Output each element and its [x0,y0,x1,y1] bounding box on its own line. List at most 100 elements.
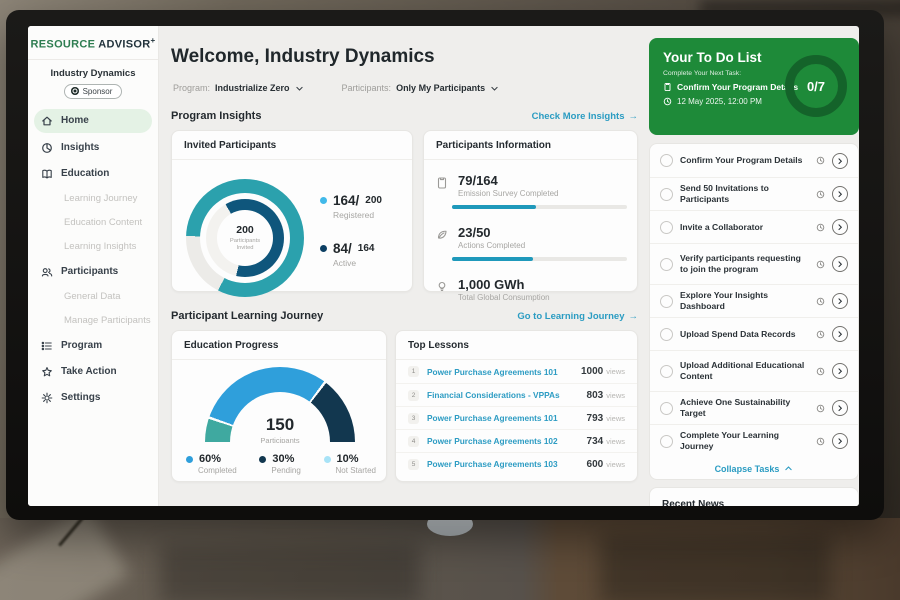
task-chevron-button[interactable] [832,363,848,379]
participants-value: Only My Participants [396,83,486,93]
participants-information-title: Participants Information [424,131,637,160]
clock-icon [816,156,825,165]
sidebar-item-home[interactable]: Home [34,108,152,133]
chevron-right-icon [838,368,843,375]
sidebar-item-education[interactable]: Education [28,161,158,187]
invited-participants-donut: 200 Participants Invited [186,179,304,297]
sidebar: RESOURCE ADVISOR+ Industry Dynamics Spon… [28,26,159,506]
chevron-right-icon [838,298,843,305]
sidebar-item-general-data[interactable]: General Data [64,291,121,303]
task-chevron-button[interactable] [832,256,848,272]
arrow-right-icon: → [628,310,639,322]
todo-summary-card: Your To Do List Complete Your Next Task:… [649,38,859,135]
metric-emission-survey: 79/164 Emission Survey Completed [436,173,627,209]
collapse-tasks-link[interactable]: Collapse Tasks [650,457,858,479]
task-chevron-button[interactable] [832,326,848,342]
lesson-row: 1 Power Purchase Agreements 101 1000 views [396,360,637,383]
participants-dropdown[interactable]: Participants: Only My Participants [342,83,500,93]
task-checkbox[interactable] [660,187,673,201]
sidebar-item-manage-participants[interactable]: Manage Participants [64,315,151,327]
completed-dot [186,455,193,463]
task-chevron-button[interactable] [832,433,848,449]
sidebar-item-take-action[interactable]: Take Action [28,359,158,385]
legend-not-started: 10% Not Started [323,453,376,475]
desk-shadow-left [160,545,420,600]
invited-participants-card: Invited Participants 200 Participants In… [171,130,413,297]
gauge-legend: 60% Completed 30% Pending 10% Not Starte… [186,453,376,475]
home-icon [42,116,52,126]
monitor-bezel: RESOURCE ADVISOR+ Industry Dynamics Spon… [6,10,884,520]
task-checkbox[interactable] [660,257,673,271]
progress-track [452,257,627,261]
registered-dot [320,197,327,204]
education-progress-title: Education Progress [172,331,386,360]
go-to-learning-journey-link[interactable]: Go to Learning Journey → [517,310,639,322]
task-chevron-button[interactable] [832,152,848,169]
sidebar-item-participants[interactable]: Participants [28,259,158,285]
task-checkbox[interactable] [660,434,673,448]
recent-news-card: Recent News [649,487,859,506]
sidebar-item-insights[interactable]: Insights [28,135,158,161]
task-chevron-button[interactable] [832,186,848,202]
chevron-right-icon [838,261,843,268]
lesson-link[interactable]: Power Purchase Agreements 101 [427,366,558,377]
lesson-link[interactable]: Power Purchase Agreements 103 [427,459,558,469]
survey-icon [437,177,447,189]
task-chevron-button[interactable] [832,293,848,309]
sidebar-item-settings[interactable]: Settings [28,385,158,411]
metric-progress-fill [452,205,536,209]
legend-completed: 60% Completed [186,453,237,475]
clock-icon [816,367,825,375]
task-row: Verify participants requesting to join t… [650,243,858,284]
task-checkbox[interactable] [660,327,673,341]
check-more-insights-link[interactable]: Check More Insights → [531,110,638,122]
participants-information-card: Participants Information 79/164 Emission… [423,130,638,302]
program-list-icon [41,341,52,350]
donut-center-label: Participants Invited [229,237,261,251]
sidebar-item-learning-insights[interactable]: Learning Insights [64,241,137,253]
chevron-down-icon [295,86,303,91]
gauge-center-value: 150 [265,415,295,434]
program-dropdown[interactable]: Program: Industrialize Zero [173,83,304,93]
top-lessons-list: 1 Power Purchase Agreements 101 1000 views … [396,360,637,475]
clock-icon [816,297,825,305]
task-checkbox[interactable] [660,154,673,167]
lesson-row: 2 Financial Considerations - VPPAs 803 view… [396,383,637,406]
chevron-down-icon [491,86,498,91]
participants-icon [41,267,53,277]
sidebar-item-learning-journey[interactable]: Learning Journey [64,193,138,205]
clipboard-icon [664,82,671,92]
todo-next-task: Confirm Your Program Details [677,82,799,92]
rank-badge: 2 [408,389,419,401]
todo-due-date: 12 May 2025, 12:00 PM [677,97,762,106]
not-started-dot [323,455,331,463]
program-value: Industrialize Zero [215,83,290,93]
lesson-link[interactable]: Power Purchase Agreements 101 [427,413,558,423]
app-logo: RESOURCE ADVISOR+ [30,36,156,51]
lesson-link[interactable]: Financial Considerations - VPPAs [427,390,560,400]
task-chevron-button[interactable] [832,400,848,416]
task-row: Explore Your Insights Dashboard [650,284,858,317]
chevron-right-icon [838,438,843,445]
task-row: Upload Additional Educational Content [650,350,858,391]
task-checkbox[interactable] [660,401,673,415]
task-checkbox[interactable] [660,364,673,378]
sidebar-item-program[interactable]: Program [28,333,158,359]
chevron-right-icon [838,157,843,164]
rank-badge: 1 [408,366,419,377]
sponsor-badge[interactable]: Sponsor [63,83,123,99]
lesson-link[interactable]: Power Purchase Agreements 102 [427,436,558,446]
sidebar-item-education-content[interactable]: Education Content [64,217,143,229]
learning-journey-heading: Participant Learning Journey [171,310,324,322]
task-chevron-button[interactable] [832,219,848,235]
legend-registered: 164/200 Registered [320,193,382,220]
legend-active: 84/164 Active [320,241,374,268]
task-checkbox[interactable] [660,220,673,234]
pending-dot [259,455,267,463]
task-row: Upload Spend Data Records [650,317,858,350]
clock-icon [663,97,672,106]
task-checkbox[interactable] [660,294,673,308]
chevron-up-icon [785,466,793,471]
chevron-right-icon [838,224,843,231]
